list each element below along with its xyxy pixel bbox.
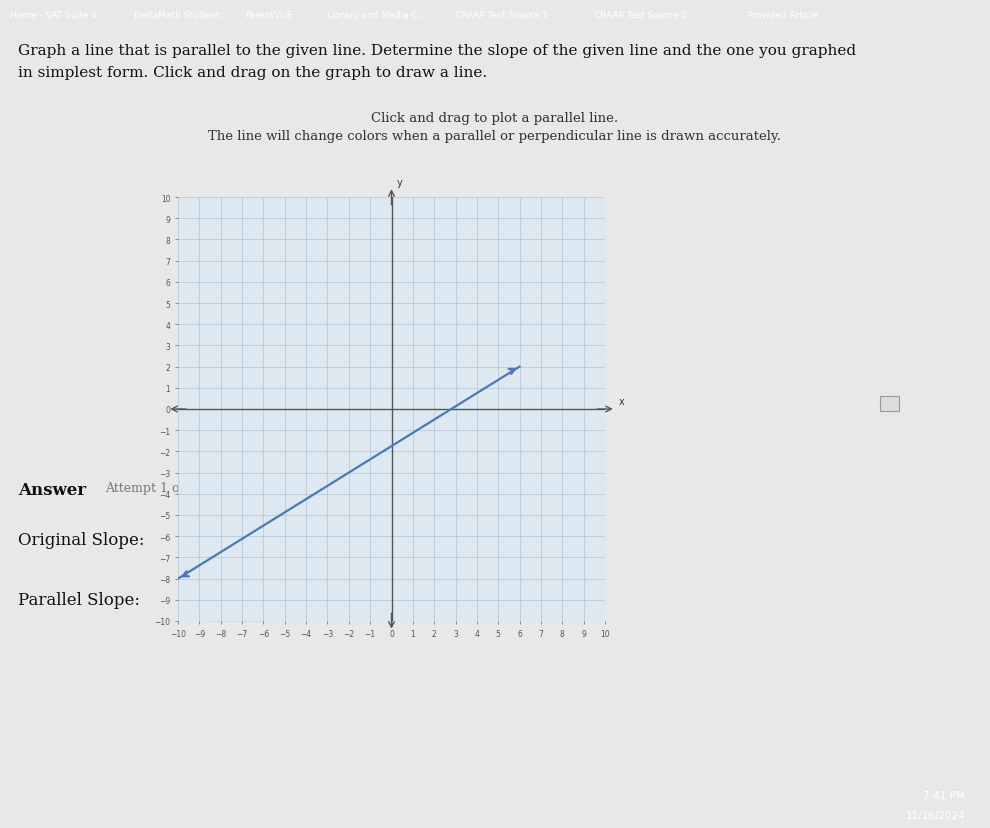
FancyBboxPatch shape <box>204 594 266 619</box>
Text: Provided Article: Provided Article <box>747 12 819 20</box>
Text: 11/16/2024: 11/16/2024 <box>906 810 965 820</box>
Text: undefined: undefined <box>280 541 340 553</box>
FancyBboxPatch shape <box>204 534 266 560</box>
Text: Parallel Slope:: Parallel Slope: <box>18 591 140 608</box>
Text: Click and drag to plot a parallel line.: Click and drag to plot a parallel line. <box>371 112 619 124</box>
Text: Home - SAT Suite o...: Home - SAT Suite o... <box>10 12 105 20</box>
Text: x: x <box>619 397 625 407</box>
Text: ParentVUE: ParentVUE <box>246 12 293 20</box>
Text: Answer: Answer <box>18 481 86 498</box>
Text: CRAAP Test Source 2: CRAAP Test Source 2 <box>594 12 687 20</box>
Text: Library and Media C...: Library and Media C... <box>327 12 427 20</box>
Text: y: y <box>397 178 403 188</box>
Text: in simplest form. Click and drag on the graph to draw a line.: in simplest form. Click and drag on the … <box>18 65 487 79</box>
Text: The line will change colors when a parallel or perpendicular line is drawn accur: The line will change colors when a paral… <box>209 129 781 142</box>
Text: Original Slope:: Original Slope: <box>18 531 145 548</box>
FancyBboxPatch shape <box>879 397 899 412</box>
Text: CRAAP Test Source 1: CRAAP Test Source 1 <box>455 12 548 20</box>
Text: Graph a line that is parallel to the given line. Determine the slope of the give: Graph a line that is parallel to the giv… <box>18 43 856 57</box>
Text: 7:41 PM: 7:41 PM <box>924 791 965 801</box>
Text: Attempt 1 out of 2: Attempt 1 out of 2 <box>105 481 221 494</box>
Text: undefined: undefined <box>280 600 340 614</box>
FancyBboxPatch shape <box>271 595 348 619</box>
FancyBboxPatch shape <box>271 535 348 559</box>
Text: DeltaMath Student...: DeltaMath Student... <box>134 12 228 20</box>
